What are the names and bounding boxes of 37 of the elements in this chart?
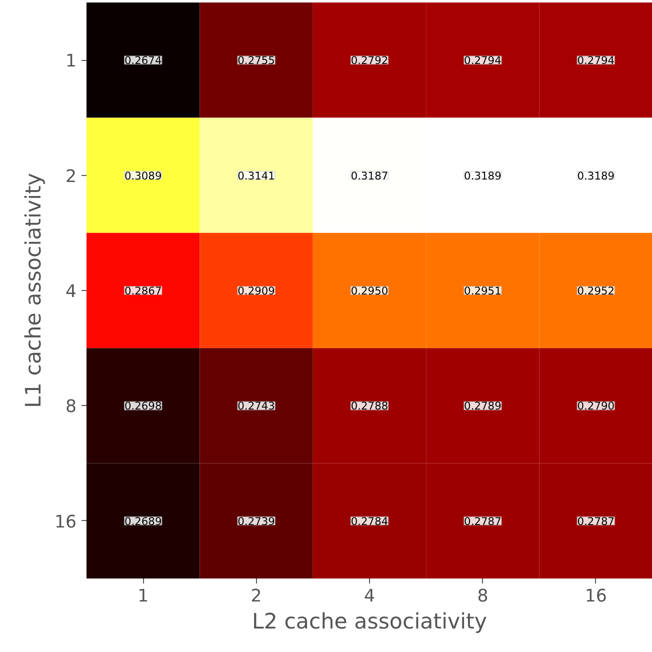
y-tick-label: 16 — [54, 512, 77, 532]
x-tick-label: 1 — [138, 586, 149, 606]
data-label: 0.2952 — [577, 284, 615, 298]
y-tick-label: 4 — [65, 282, 77, 302]
data-label: 0.2792 — [350, 54, 388, 68]
y-tick-label: 2 — [65, 166, 77, 187]
data-label: 0.2951 — [464, 284, 502, 298]
data-label: 0.2950 — [350, 284, 388, 298]
data-label: 0.2788 — [350, 400, 388, 413]
data-label: 0.2794 — [464, 54, 502, 68]
data-label: 0.2755 — [238, 54, 275, 68]
x-tick-label: 2 — [250, 586, 262, 606]
y-tick-label: 8 — [65, 397, 77, 418]
data-label: 0.2790 — [577, 400, 615, 413]
data-label: 0.2739 — [238, 514, 276, 528]
data-label: 0.2698 — [124, 400, 162, 413]
y-axis-title: L1 cache associativity — [21, 172, 46, 408]
x-axis-title: L2 cache associativity — [252, 610, 488, 634]
data-label: 0.2784 — [350, 514, 388, 528]
data-label: 0.2909 — [238, 284, 276, 298]
data-label: 0.2867 — [124, 284, 162, 298]
data-label: 0.2789 — [464, 400, 502, 413]
x-tick-label: 16 — [584, 586, 607, 606]
data-label: 0.2787 — [577, 514, 615, 528]
data-label: 0.3141 — [238, 169, 275, 182]
data-label: 0.3089 — [124, 169, 162, 182]
data-label: 0.2689 — [124, 514, 162, 528]
data-label: 0.3187 — [350, 169, 388, 182]
x-tick-label: 4 — [364, 586, 376, 606]
data-label: 0.2794 — [577, 54, 615, 68]
data-label: 0.3189 — [577, 169, 615, 182]
data-label: 0.2674 — [124, 54, 162, 68]
data-label: 0.2787 — [464, 514, 502, 528]
y-tick-label: 1 — [65, 52, 77, 72]
data-label: 0.3189 — [464, 169, 502, 182]
data-label: 0.2743 — [238, 400, 275, 413]
x-tick-label: 8 — [477, 586, 488, 606]
